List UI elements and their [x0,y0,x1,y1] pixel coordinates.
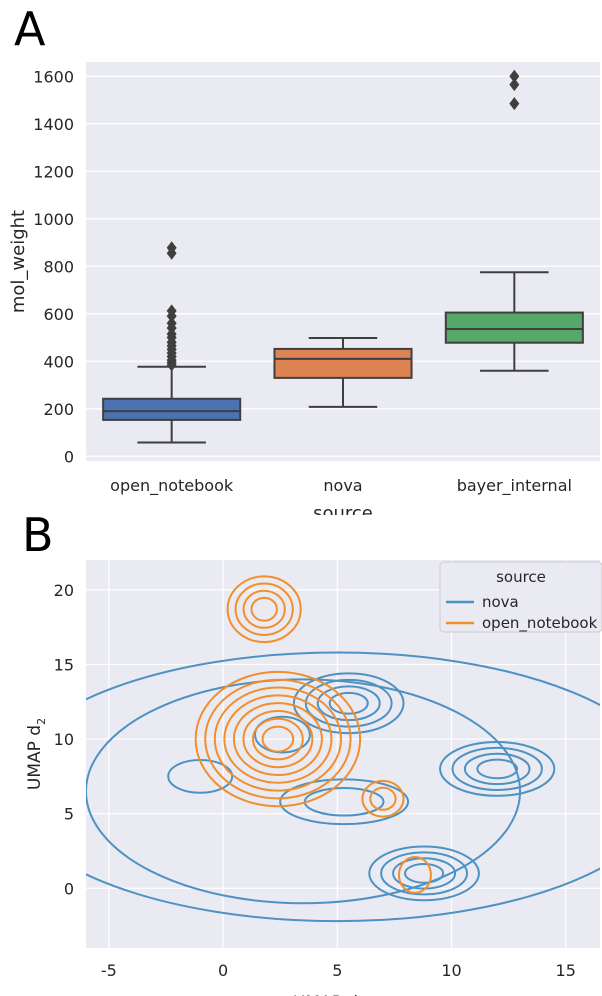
contour-line [232,702,323,776]
panel-label-b: B [22,508,54,562]
box-nova [273,336,413,408]
y-tick-label: 1200 [33,162,74,181]
y-tick-label: 600 [43,305,74,324]
contour-line [292,672,405,735]
contour-line [369,786,397,811]
contour-line [404,863,445,884]
contour-line [476,758,519,780]
y-axis-label-sub: 2 [35,718,48,725]
y-tick-label: 20 [54,581,74,600]
outlier-point [166,241,177,255]
panel-label-a: A [14,2,46,56]
y-tick-label: 10 [54,730,74,749]
contour-line [223,694,333,784]
x-tick-label: 0 [218,961,228,980]
x-tick-label: bayer_internal [457,476,572,496]
contour-line [328,691,369,715]
x-axis-label: source [313,503,373,515]
y-tick-label: 1000 [33,210,74,229]
y-tick-label: 1600 [33,67,74,86]
legend-title: source [496,568,546,586]
y-axis-label: mol_weight [8,210,29,313]
contour-line [252,717,304,761]
box-iqr [102,397,242,421]
series-nova [86,651,600,923]
contour-line [397,855,432,894]
x-tick-label: 15 [556,961,576,980]
contour-line [86,651,600,923]
y-axis-label: UMAP d2 [25,718,48,790]
x-tick-label: 10 [441,961,461,980]
y-tick-label: 0 [64,447,74,466]
contour-line [261,725,295,753]
outlier-point [509,97,520,111]
box-open_notebook [102,241,242,444]
legend: source nova open_notebook [439,561,602,633]
y-tick-label: 1400 [33,115,74,134]
contour-line [226,575,302,644]
contour-line [204,678,352,800]
contour-line [380,851,469,896]
contour-line [316,685,381,722]
outlier-point [166,316,177,330]
box-plot-chart: 0 200 400 600 800 1000 1200 1400 1600 open_notebo… [8,62,600,515]
contour-line [242,589,286,629]
outlier-point [509,69,520,83]
contour-line [242,709,314,769]
contour-line [250,596,278,622]
contour-line [451,746,543,791]
x-tick-label: -5 [101,961,117,980]
box-iqr [444,311,584,344]
outlier-point [166,304,177,318]
contour-line [86,678,521,905]
x-tick-label: open_notebook [110,476,234,496]
contour-line [234,582,294,636]
contour-line [254,715,311,754]
outlier-point [509,78,520,92]
y-tick-label: 200 [43,400,74,419]
contour-layer [86,575,600,923]
contour-line [361,779,405,818]
x-axis-label: UMAP d1 [293,993,365,996]
y-tick-label: 5 [64,805,74,824]
y-tick-label: 800 [43,257,74,276]
contour-line [194,670,362,808]
y-tick-label: 400 [43,352,74,371]
contour-line [463,752,531,786]
contour-line [368,845,480,902]
legend-box [439,561,602,633]
legend-label: nova [482,593,519,611]
x-tick-label: 5 [332,961,342,980]
box-bayer_internal [444,69,584,372]
y-tick-label: 15 [54,655,74,674]
contour-line [213,686,343,792]
umap-contour-chart: -5 0 5 10 15 0 5 10 15 20 source nova open_notebook U… [25,560,602,996]
y-tick-label: 0 [64,879,74,898]
series-open_notebook [194,575,432,894]
legend-label: open_notebook [482,614,598,633]
box-iqr [273,347,413,379]
x-tick-label: nova [323,476,362,495]
